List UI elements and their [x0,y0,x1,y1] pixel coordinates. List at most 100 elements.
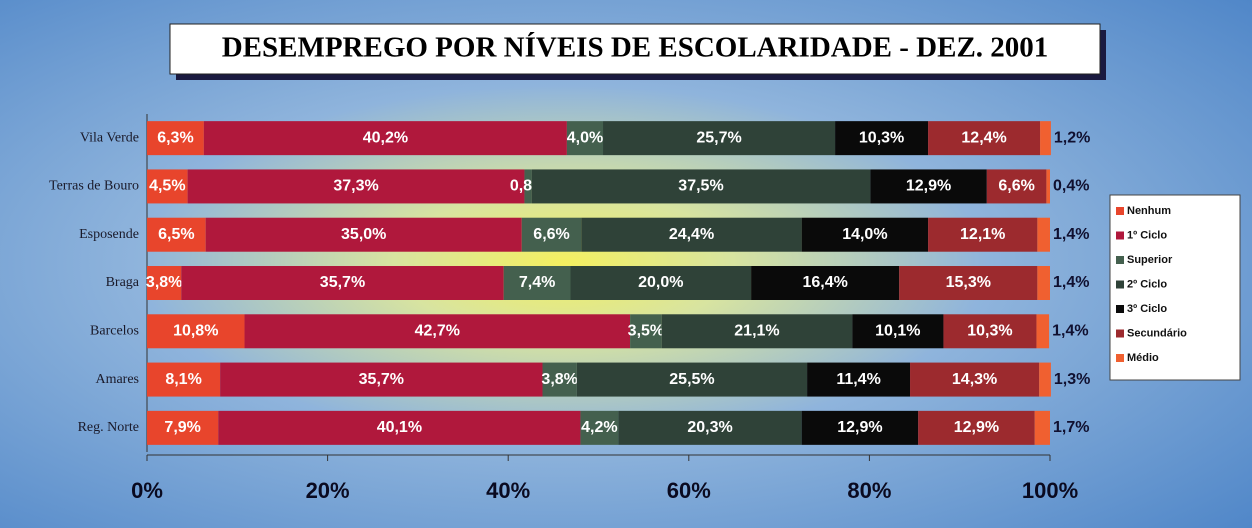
bar-segment [852,314,944,349]
value-label: 12,9% [954,419,999,436]
bar-segment [147,362,221,397]
value-label: 20,3% [687,419,732,436]
x-tick-label: 40% [486,478,530,503]
bar-segment [618,410,802,445]
bar-segment [531,169,871,204]
bar-segment [187,169,525,204]
bar-segment [203,121,567,156]
value-label: 10,3% [967,323,1012,340]
x-tick-label: 0% [131,478,163,503]
bar-segment [870,169,987,204]
legend-label: Secundário [1127,327,1187,339]
bar-segment [147,314,245,349]
bar-segment [147,217,206,252]
value-label: 25,7% [696,129,741,146]
value-label: 1,2% [1054,129,1090,146]
legend-swatch [1116,280,1124,289]
value-label: 37,3% [333,178,378,195]
value-label: 25,5% [669,371,714,388]
bar-segment [542,362,577,397]
value-label: 37,5% [678,178,723,195]
bar-segment [218,410,581,445]
value-label: 3,5% [628,323,664,340]
bar-segment [661,314,853,349]
bar-segment [986,169,1047,204]
bar-segment [807,362,911,397]
legend-label: 1º Ciclo [1127,229,1167,241]
bar-segment [524,169,532,204]
value-label: 7,9% [164,419,200,436]
value-label: 12,9% [837,419,882,436]
bar-segment [147,121,204,156]
legend-label: 3º Ciclo [1127,303,1167,315]
legend-swatch [1116,231,1124,240]
legend-label: Nenhum [1127,205,1171,217]
value-label: 6,6% [998,178,1034,195]
value-label: 6,5% [158,226,194,243]
bar-segment [835,121,929,156]
bar-segment [220,362,543,397]
legend-label: Superior [1127,254,1173,266]
bar-segment [581,217,802,252]
value-label: 1,3% [1054,371,1090,388]
legend-label: 2º Ciclo [1127,278,1167,290]
bar-segment [801,410,919,445]
legend-swatch [1116,256,1124,264]
value-label: 8,1% [165,371,201,388]
bar-segment [751,266,900,300]
bar-segment [928,121,1041,156]
bar-segment [566,121,604,156]
legend-label: Médio [1127,352,1159,364]
bar-segment [576,362,808,397]
value-label: 11,4% [836,371,880,388]
value-label: 12,9% [906,178,951,195]
bar-segment [580,410,619,445]
value-label: 14,3% [952,371,997,388]
bar-segment [1036,314,1050,349]
value-label: 4,0% [567,129,603,146]
x-tick-label: 100% [1022,478,1078,503]
bar-segment [1046,169,1050,204]
value-label: 4,5% [149,178,185,195]
bar-segment [918,410,1035,445]
value-label: 0,4% [1053,178,1089,195]
category-label: Barcelos [90,324,139,339]
bar-segment [1040,121,1051,156]
value-label: 35,0% [341,226,386,243]
bar-segment [147,266,182,300]
bar-segment [244,314,631,349]
value-label: 4,2% [581,419,617,436]
value-label: 40,2% [363,129,408,146]
value-label: 6,3% [157,129,193,146]
bar-segment [1034,410,1050,445]
legend-swatch [1116,329,1124,338]
bar-segment [943,314,1037,349]
bar-segment [630,314,662,349]
category-label: Braga [106,275,140,290]
legend-swatch [1116,207,1124,215]
bar-segment [1039,362,1051,397]
value-label: 7,4% [519,274,555,291]
bar-segment [181,266,504,300]
bar-segment [801,217,929,252]
value-label: 1,7% [1053,419,1089,436]
bar-segment [603,121,836,156]
bar-segment [205,217,522,252]
bar-segment [147,410,219,445]
value-label: 10,8% [173,323,218,340]
bar-segment [503,266,571,300]
value-label: 12,1% [960,226,1005,243]
value-label: 10,1% [875,323,920,340]
title-box [169,23,1101,75]
x-tick-label: 20% [306,478,350,503]
chart-title: DESEMPREGO POR NÍVEIS DE ESCOLARIDADE - … [222,31,1049,64]
value-label: 42,7% [415,323,460,340]
value-label: 1,4% [1053,226,1089,243]
category-label: Terras de Bouro [49,179,139,194]
value-label: 3,8% [146,274,182,291]
legend-box [1109,194,1241,381]
legend-swatch [1116,305,1124,313]
bar-segment [570,266,752,300]
value-label: 1,4% [1053,274,1089,291]
